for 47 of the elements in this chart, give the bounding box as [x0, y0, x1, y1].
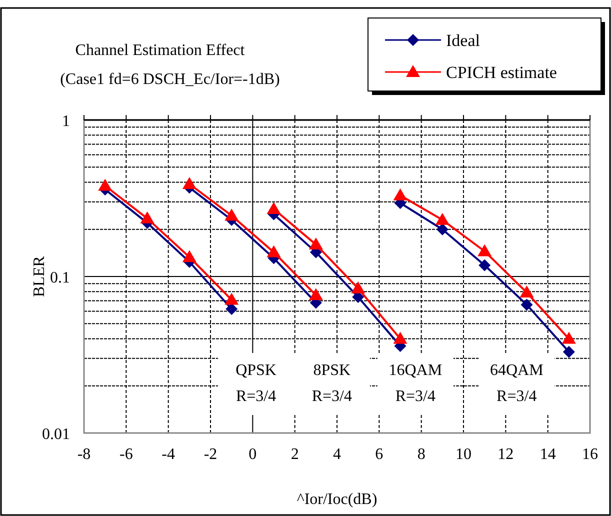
x-tick-label: -8	[77, 446, 91, 463]
point	[351, 281, 366, 294]
point	[562, 332, 576, 344]
x-tick-label: -2	[204, 446, 218, 463]
point	[182, 250, 196, 262]
x-tick-label: 0	[248, 446, 257, 463]
point	[266, 245, 281, 258]
x-tick-label: 12	[498, 446, 514, 463]
x-tick-label: 6	[375, 446, 384, 463]
y-axis-title: BLER	[31, 256, 48, 297]
point	[140, 211, 154, 224]
point	[436, 223, 448, 236]
x-axis-title: ^Ior/Ioc(dB)	[296, 491, 378, 508]
point	[520, 286, 534, 298]
x-tick-label: 10	[456, 446, 472, 463]
point	[562, 346, 575, 358]
x-tick-label: -4	[162, 446, 175, 463]
annotation: 16QAM R=3/4	[388, 362, 442, 405]
x-tick-label: 14	[540, 446, 556, 463]
annotation: 8PSK R=3/4	[312, 362, 352, 405]
y-tick-label: 0.01	[42, 426, 70, 443]
point	[520, 298, 533, 311]
point	[393, 188, 408, 200]
point	[308, 288, 323, 300]
x-tick-label: -6	[120, 446, 133, 463]
annotation: 64QAM R=3/4	[490, 362, 544, 405]
y-tick-label: 1	[62, 113, 70, 130]
y-tick-label: 0.1	[50, 270, 70, 286]
chart-subtitle: (Case1 fd=6 DSCH_Ec/Ior=-1dB)	[60, 71, 280, 88]
point	[182, 177, 196, 189]
point	[266, 202, 281, 214]
chart-title: Channel Estimation Effect	[75, 42, 246, 59]
point	[478, 244, 492, 256]
point	[435, 212, 450, 225]
point	[393, 332, 408, 344]
legend-label: CPICH estimate	[446, 63, 557, 82]
x-tick-label: 16	[582, 446, 598, 463]
point	[224, 292, 239, 305]
point	[224, 208, 239, 221]
x-tick-label: 8	[417, 446, 426, 463]
point	[478, 259, 491, 272]
point	[308, 238, 323, 250]
point	[98, 178, 112, 191]
annotation: QPSK R=3/4	[236, 362, 277, 405]
x-tick-label: 2	[290, 446, 299, 463]
x-tick-label: 4	[333, 446, 341, 463]
legend-label: Ideal	[446, 31, 480, 50]
